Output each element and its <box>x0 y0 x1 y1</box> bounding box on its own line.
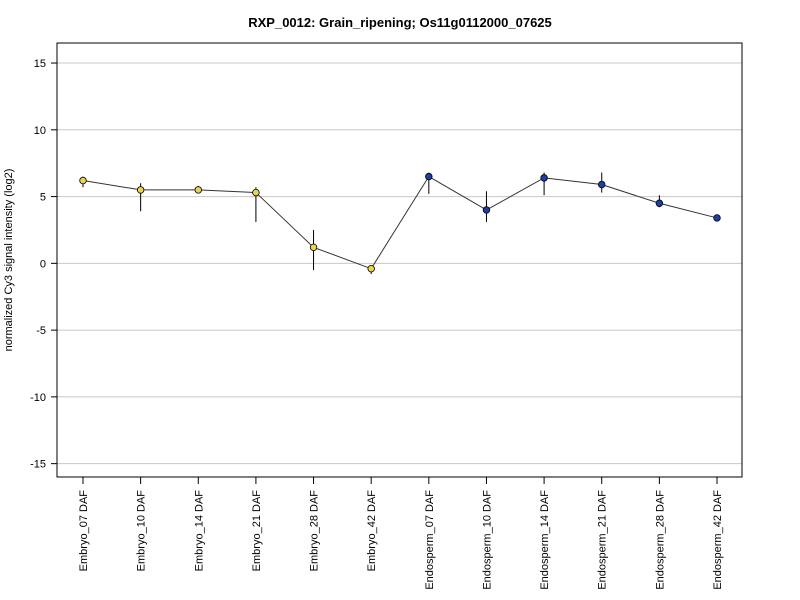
series-line <box>82 175 718 270</box>
data-point <box>482 206 491 214</box>
grid <box>57 62 742 465</box>
y-tick-label: 10 <box>34 125 46 137</box>
series-line-group <box>82 175 718 270</box>
y-tick-label: -10 <box>30 392 46 404</box>
y-axis-label: normalized Cy3 signal intensity (log2) <box>3 169 15 352</box>
x-tick-label: Endosperm_42 DAF <box>712 490 724 590</box>
data-points <box>79 172 721 273</box>
data-point <box>136 186 145 194</box>
y-tick-label: 15 <box>34 58 46 70</box>
plot-frame <box>56 42 743 478</box>
chart-title: RXP_0012: Grain_ripening; Os11g0112000_0… <box>248 15 552 30</box>
x-tick-label: Endosperm_10 DAF <box>481 490 493 590</box>
x-tick-label: Embryo_21 DAF <box>251 490 263 572</box>
data-point <box>540 174 548 182</box>
y-tick-label: 0 <box>40 258 46 270</box>
x-tick-label: Embryo_07 DAF <box>78 490 90 572</box>
x-tick-label: Endosperm_07 DAF <box>424 490 436 590</box>
y-axis: 15 10 5 0 -5 -10 -15 <box>30 58 57 471</box>
y-tick-label: -5 <box>36 325 46 337</box>
data-point <box>425 172 433 181</box>
y-tick-label: -15 <box>30 459 46 471</box>
x-tick-label: Endosperm_21 DAF <box>597 490 609 590</box>
x-tick-label: Embryo_10 DAF <box>136 490 148 572</box>
x-tick-label: Embryo_42 DAF <box>366 490 378 572</box>
x-tick-label: Endosperm_14 DAF <box>539 490 551 590</box>
x-tick-label: Endosperm_28 DAF <box>654 490 666 590</box>
data-point <box>309 243 318 252</box>
data-point <box>194 186 202 194</box>
y-tick-label: 5 <box>40 192 46 204</box>
data-point <box>367 264 375 273</box>
data-point <box>598 180 606 189</box>
x-tick-label: Embryo_28 DAF <box>309 490 321 572</box>
data-point <box>713 214 721 222</box>
data-point <box>655 199 664 207</box>
data-point <box>79 176 87 185</box>
x-axis: Embryo_07 DAF Embryo_10 DAF Embryo_14 DAF E… <box>78 477 724 590</box>
x-tick-label: Embryo_14 DAF <box>193 490 205 572</box>
data-point <box>252 188 260 197</box>
